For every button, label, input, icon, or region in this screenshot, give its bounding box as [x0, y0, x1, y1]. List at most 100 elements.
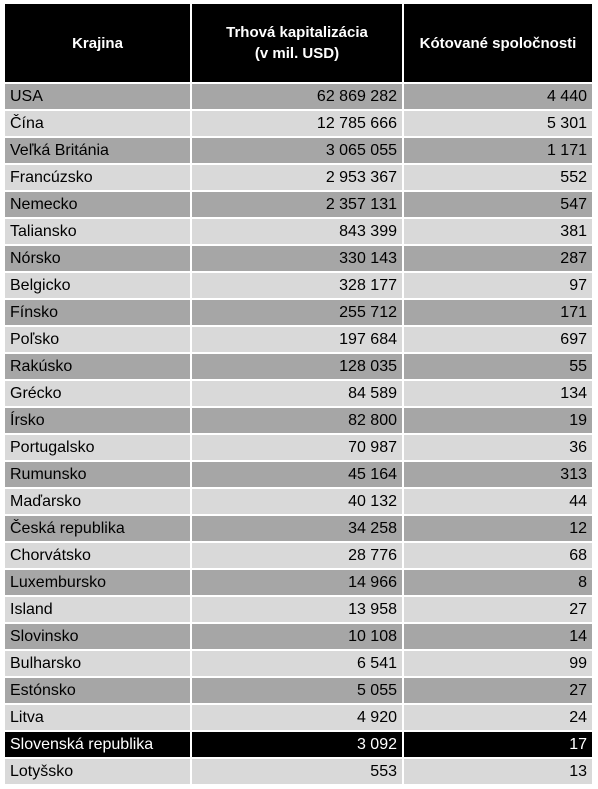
- table-row: Island 13 958 27: [5, 597, 592, 622]
- number-cell: 45 164: [192, 462, 402, 487]
- number-cell: 5 301: [404, 111, 592, 136]
- table-row: USA 62 869 282 4 440: [5, 84, 592, 109]
- number-cell: 1 171: [404, 138, 592, 163]
- table-row: Portugalsko 70 987 36: [5, 435, 592, 460]
- number-cell: 697: [404, 327, 592, 352]
- table-row: Chorvátsko 28 776 68: [5, 543, 592, 568]
- table-row: Veľká Británia 3 065 055 1 171: [5, 138, 592, 163]
- number-cell: 70 987: [192, 435, 402, 460]
- table-row: Taliansko 843 399 381: [5, 219, 592, 244]
- number-cell: 68: [404, 543, 592, 568]
- table-row: Maďarsko 40 132 44: [5, 489, 592, 514]
- table-row: Bulharsko 6 541 99: [5, 651, 592, 676]
- country-cell: Veľká Británia: [5, 138, 190, 163]
- number-cell: 14 966: [192, 570, 402, 595]
- country-cell: Grécko: [5, 381, 190, 406]
- table-row: Česká republika 34 258 12: [5, 516, 592, 541]
- country-cell: Nórsko: [5, 246, 190, 271]
- country-cell: Poľsko: [5, 327, 190, 352]
- number-cell: 13 958: [192, 597, 402, 622]
- country-cell: Francúzsko: [5, 165, 190, 190]
- number-cell: 4 920: [192, 705, 402, 730]
- number-cell: 27: [404, 678, 592, 703]
- country-cell: Slovenská republika: [5, 732, 190, 757]
- number-cell: 10 108: [192, 624, 402, 649]
- country-cell: Fínsko: [5, 300, 190, 325]
- number-cell: 3 065 055: [192, 138, 402, 163]
- country-cell: Chorvátsko: [5, 543, 190, 568]
- country-cell: Luxembursko: [5, 570, 190, 595]
- country-cell: Portugalsko: [5, 435, 190, 460]
- number-cell: 2 357 131: [192, 192, 402, 217]
- number-cell: 27: [404, 597, 592, 622]
- number-cell: 62 869 282: [192, 84, 402, 109]
- number-cell: 24: [404, 705, 592, 730]
- country-cell: Rakúsko: [5, 354, 190, 379]
- country-cell: Belgicko: [5, 273, 190, 298]
- table-row: Litva 4 920 24: [5, 705, 592, 730]
- table-row: Fínsko 255 712 171: [5, 300, 592, 325]
- number-cell: 36: [404, 435, 592, 460]
- country-cell: Slovinsko: [5, 624, 190, 649]
- country-cell: Nemecko: [5, 192, 190, 217]
- number-cell: 99: [404, 651, 592, 676]
- number-cell: 44: [404, 489, 592, 514]
- table-row: Luxembursko 14 966 8: [5, 570, 592, 595]
- table-row: Belgicko 328 177 97: [5, 273, 592, 298]
- number-cell: 255 712: [192, 300, 402, 325]
- country-cell: Bulharsko: [5, 651, 190, 676]
- number-cell: 4 440: [404, 84, 592, 109]
- country-cell: Čína: [5, 111, 190, 136]
- country-cell: Estónsko: [5, 678, 190, 703]
- number-cell: 12: [404, 516, 592, 541]
- table-row: Írsko 82 800 19: [5, 408, 592, 433]
- header-row: Krajina Trhová kapitalizácia (v mil. USD) K…: [5, 4, 592, 82]
- number-cell: 28 776: [192, 543, 402, 568]
- number-cell: 82 800: [192, 408, 402, 433]
- country-cell: Česká republika: [5, 516, 190, 541]
- country-cell: Maďarsko: [5, 489, 190, 514]
- number-cell: 171: [404, 300, 592, 325]
- number-cell: 552: [404, 165, 592, 190]
- number-cell: 19: [404, 408, 592, 433]
- number-cell: 3 092: [192, 732, 402, 757]
- table-row: Poľsko 197 684 697: [5, 327, 592, 352]
- number-cell: 34 258: [192, 516, 402, 541]
- number-cell: 5 055: [192, 678, 402, 703]
- table-row: Rumunsko 45 164 313: [5, 462, 592, 487]
- table-row: Nemecko 2 357 131 547: [5, 192, 592, 217]
- number-cell: 197 684: [192, 327, 402, 352]
- number-cell: 55: [404, 354, 592, 379]
- number-cell: 84 589: [192, 381, 402, 406]
- header-cell: Krajina: [5, 4, 190, 82]
- header-cell: Kótované spoločnosti: [404, 4, 592, 82]
- number-cell: 553: [192, 759, 402, 784]
- number-cell: 843 399: [192, 219, 402, 244]
- number-cell: 6 541: [192, 651, 402, 676]
- header-line: (v mil. USD): [254, 45, 340, 62]
- number-cell: 287: [404, 246, 592, 271]
- number-cell: 97: [404, 273, 592, 298]
- market-table: Krajina Trhová kapitalizácia (v mil. USD) K…: [3, 2, 594, 786]
- number-cell: 330 143: [192, 246, 402, 271]
- number-cell: 17: [404, 732, 592, 757]
- number-cell: 328 177: [192, 273, 402, 298]
- country-cell: Lotyšsko: [5, 759, 190, 784]
- number-cell: 2 953 367: [192, 165, 402, 190]
- header-line: Trhová kapitalizácia: [226, 24, 368, 41]
- country-cell: Island: [5, 597, 190, 622]
- number-cell: 8: [404, 570, 592, 595]
- number-cell: 13: [404, 759, 592, 784]
- country-cell: USA: [5, 84, 190, 109]
- number-cell: 313: [404, 462, 592, 487]
- table-row: Estónsko 5 055 27: [5, 678, 592, 703]
- country-cell: Írsko: [5, 408, 190, 433]
- table-row: Slovenská republika 3 092 17: [5, 732, 592, 757]
- country-cell: Taliansko: [5, 219, 190, 244]
- number-cell: 381: [404, 219, 592, 244]
- table-row: Rakúsko 128 035 55: [5, 354, 592, 379]
- number-cell: 128 035: [192, 354, 402, 379]
- table-body: USA 62 869 282 4 440 Čína 12 785 666 5 301 Veľ…: [5, 84, 592, 784]
- table-row: Nórsko 330 143 287: [5, 246, 592, 271]
